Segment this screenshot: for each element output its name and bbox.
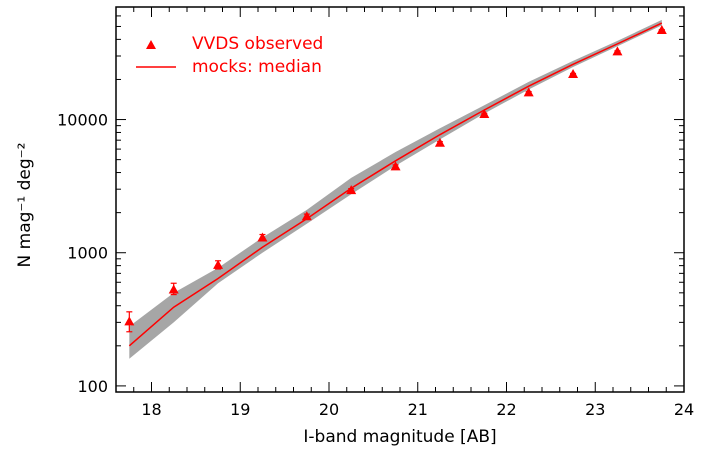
median-line [128,22,663,347]
data-point [390,161,401,171]
legend-observed-label: VVDS observed [192,34,323,54]
data-point [568,68,579,78]
data-point [346,185,357,195]
data-point [168,284,179,294]
legend: VVDS observed mocks: median [136,34,323,77]
x-tick-label: 24 [674,400,694,419]
data-point [656,25,667,35]
x-tick-label: 21 [408,400,428,419]
x-tick-label: 18 [141,400,161,419]
data-point [479,109,490,119]
x-axis-title: I-band magnitude [AB] [303,427,496,447]
observed-points-layer [124,25,667,333]
tick-layer: 18 19 20 21 22 23 24 100 1000 10000 [57,6,694,419]
median-line-layer [128,22,663,347]
data-point [257,232,268,242]
data-point [301,211,312,221]
y-tick-label: 100 [77,377,108,396]
legend-observed-marker [146,40,156,49]
y-tick-label: 10000 [57,111,108,130]
data-point [124,316,135,326]
data-point [213,259,224,269]
data-point [523,87,534,97]
data-point [612,46,623,56]
y-axis-title: N mag⁻¹ deg⁻² [15,143,35,268]
x-tick-label: 23 [585,400,605,419]
data-point [434,137,445,147]
y-tick-label: 1000 [67,244,108,263]
x-tick-label: 22 [496,400,516,419]
legend-median-label: mocks: median [192,57,322,77]
x-tick-label: 19 [230,400,250,419]
x-tick-label: 20 [319,400,339,419]
